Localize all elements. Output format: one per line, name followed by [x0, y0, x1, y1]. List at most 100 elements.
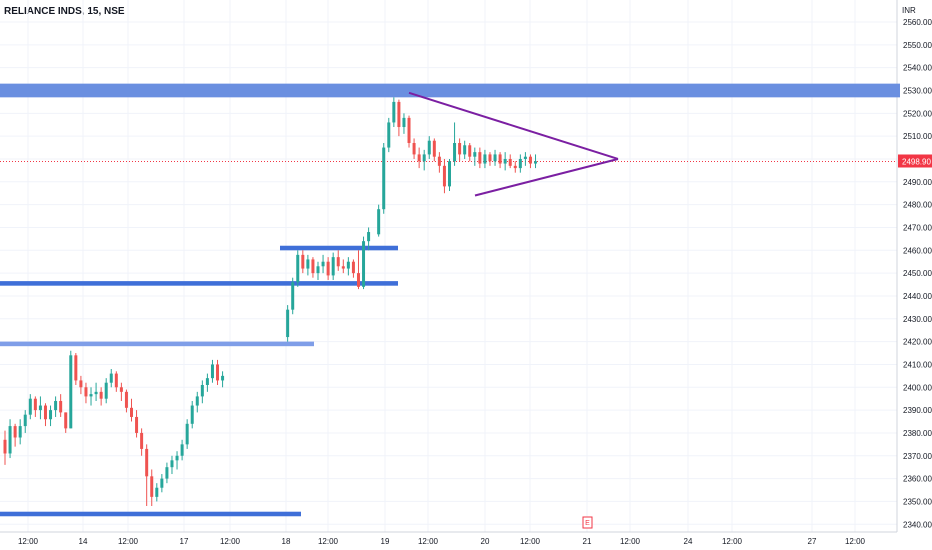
candle-body[interactable]	[165, 467, 169, 479]
candle-body[interactable]	[8, 426, 12, 454]
candle-body[interactable]	[79, 380, 83, 388]
candle-body[interactable]	[356, 273, 360, 287]
candle-body[interactable]	[145, 448, 149, 477]
candle-body[interactable]	[311, 259, 315, 274]
candle-body[interactable]	[49, 410, 53, 420]
candle-body[interactable]	[397, 101, 401, 128]
candle-body[interactable]	[488, 154, 492, 162]
candle-body[interactable]	[518, 158, 522, 169]
candle-body[interactable]	[124, 391, 128, 408]
candle-body[interactable]	[180, 444, 184, 456]
candle-body[interactable]	[453, 142, 457, 162]
candle-body[interactable]	[534, 161, 538, 164]
candle-body[interactable]	[89, 394, 93, 397]
triangle-upper-line[interactable]	[408, 91, 619, 160]
candle-body[interactable]	[463, 145, 467, 155]
candle-body[interactable]	[382, 147, 386, 210]
candle-body[interactable]	[523, 156, 527, 159]
candle-body[interactable]	[301, 254, 305, 269]
candle-body[interactable]	[458, 142, 462, 155]
candle-body[interactable]	[69, 355, 73, 429]
candle-body[interactable]	[150, 476, 154, 497]
candle-body[interactable]	[296, 254, 300, 283]
candle-body[interactable]	[54, 400, 58, 411]
candle-body[interactable]	[195, 396, 199, 406]
candle-body[interactable]	[160, 478, 164, 488]
candle-body[interactable]	[291, 282, 295, 310]
candle-body[interactable]	[64, 412, 68, 429]
candle-body[interactable]	[135, 416, 139, 433]
candle-body[interactable]	[341, 266, 345, 269]
candle-body[interactable]	[392, 101, 396, 123]
candle-body[interactable]	[43, 405, 47, 420]
candle-body[interactable]	[331, 257, 335, 276]
candle-body[interactable]	[210, 364, 214, 379]
candle-body[interactable]	[427, 140, 431, 155]
event-marker[interactable]	[582, 516, 593, 529]
candle-body[interactable]	[422, 154, 426, 162]
candle-body[interactable]	[286, 309, 290, 338]
candle-body[interactable]	[175, 455, 179, 461]
candle-body[interactable]	[13, 426, 17, 438]
candle-body[interactable]	[321, 261, 325, 267]
candle-body[interactable]	[362, 241, 366, 287]
candle-body[interactable]	[478, 152, 482, 164]
candle-body[interactable]	[84, 387, 88, 397]
candle-body[interactable]	[28, 398, 32, 415]
candle-body[interactable]	[205, 378, 209, 385]
candle-body[interactable]	[528, 156, 532, 164]
candle-body[interactable]	[351, 261, 355, 274]
candle-body[interactable]	[38, 405, 42, 411]
candle-body[interactable]	[417, 154, 421, 162]
candle-body[interactable]	[130, 407, 133, 417]
candle-body[interactable]	[18, 426, 22, 438]
candle-body[interactable]	[412, 142, 416, 155]
candle-body[interactable]	[109, 373, 113, 383]
candle-body[interactable]	[23, 414, 27, 427]
candle-body[interactable]	[59, 400, 63, 413]
candle-body[interactable]	[407, 117, 411, 143]
candle-body[interactable]	[200, 384, 204, 397]
candle-body[interactable]	[94, 391, 98, 395]
candle-body[interactable]	[3, 439, 7, 454]
y-tick-label: 2390.00	[903, 406, 932, 415]
candle-body[interactable]	[114, 373, 118, 388]
candle-body[interactable]	[377, 209, 381, 235]
candle-body[interactable]	[503, 158, 507, 164]
candle-body[interactable]	[493, 154, 497, 162]
candle-body[interactable]	[316, 266, 320, 274]
candle-body[interactable]	[513, 165, 517, 169]
candle-body[interactable]	[346, 261, 350, 269]
candle-body[interactable]	[498, 154, 502, 164]
candle-body[interactable]	[336, 257, 340, 267]
x-tick-label: 12:00	[418, 537, 439, 546]
candle-body[interactable]	[402, 117, 406, 128]
candle-body[interactable]	[306, 259, 310, 269]
candle-body[interactable]	[190, 405, 194, 424]
candle-body[interactable]	[448, 161, 451, 187]
y-tick-label: 2370.00	[903, 452, 932, 461]
candle-body[interactable]	[185, 423, 189, 445]
candle-body[interactable]	[221, 375, 225, 381]
candle-body[interactable]	[33, 398, 37, 411]
candle-body[interactable]	[473, 152, 477, 157]
candle-body[interactable]	[437, 156, 441, 166]
candle-body[interactable]	[119, 387, 123, 392]
candle-body[interactable]	[367, 232, 371, 242]
candle-body[interactable]	[104, 382, 108, 399]
candle-body[interactable]	[508, 158, 512, 166]
candle-body[interactable]	[387, 122, 391, 148]
candle-body[interactable]	[468, 145, 472, 157]
candle-body[interactable]	[326, 261, 330, 276]
candle-body[interactable]	[483, 154, 487, 164]
triangle-lower-line[interactable]	[474, 158, 619, 197]
candle-body[interactable]	[216, 364, 220, 381]
candle-body[interactable]	[170, 460, 174, 468]
candle-body[interactable]	[99, 391, 103, 399]
candle-body[interactable]	[74, 355, 78, 381]
candle-body[interactable]	[140, 432, 144, 449]
candle-body[interactable]	[432, 140, 436, 157]
candle-body[interactable]	[155, 487, 159, 497]
candle-body[interactable]	[442, 165, 446, 187]
